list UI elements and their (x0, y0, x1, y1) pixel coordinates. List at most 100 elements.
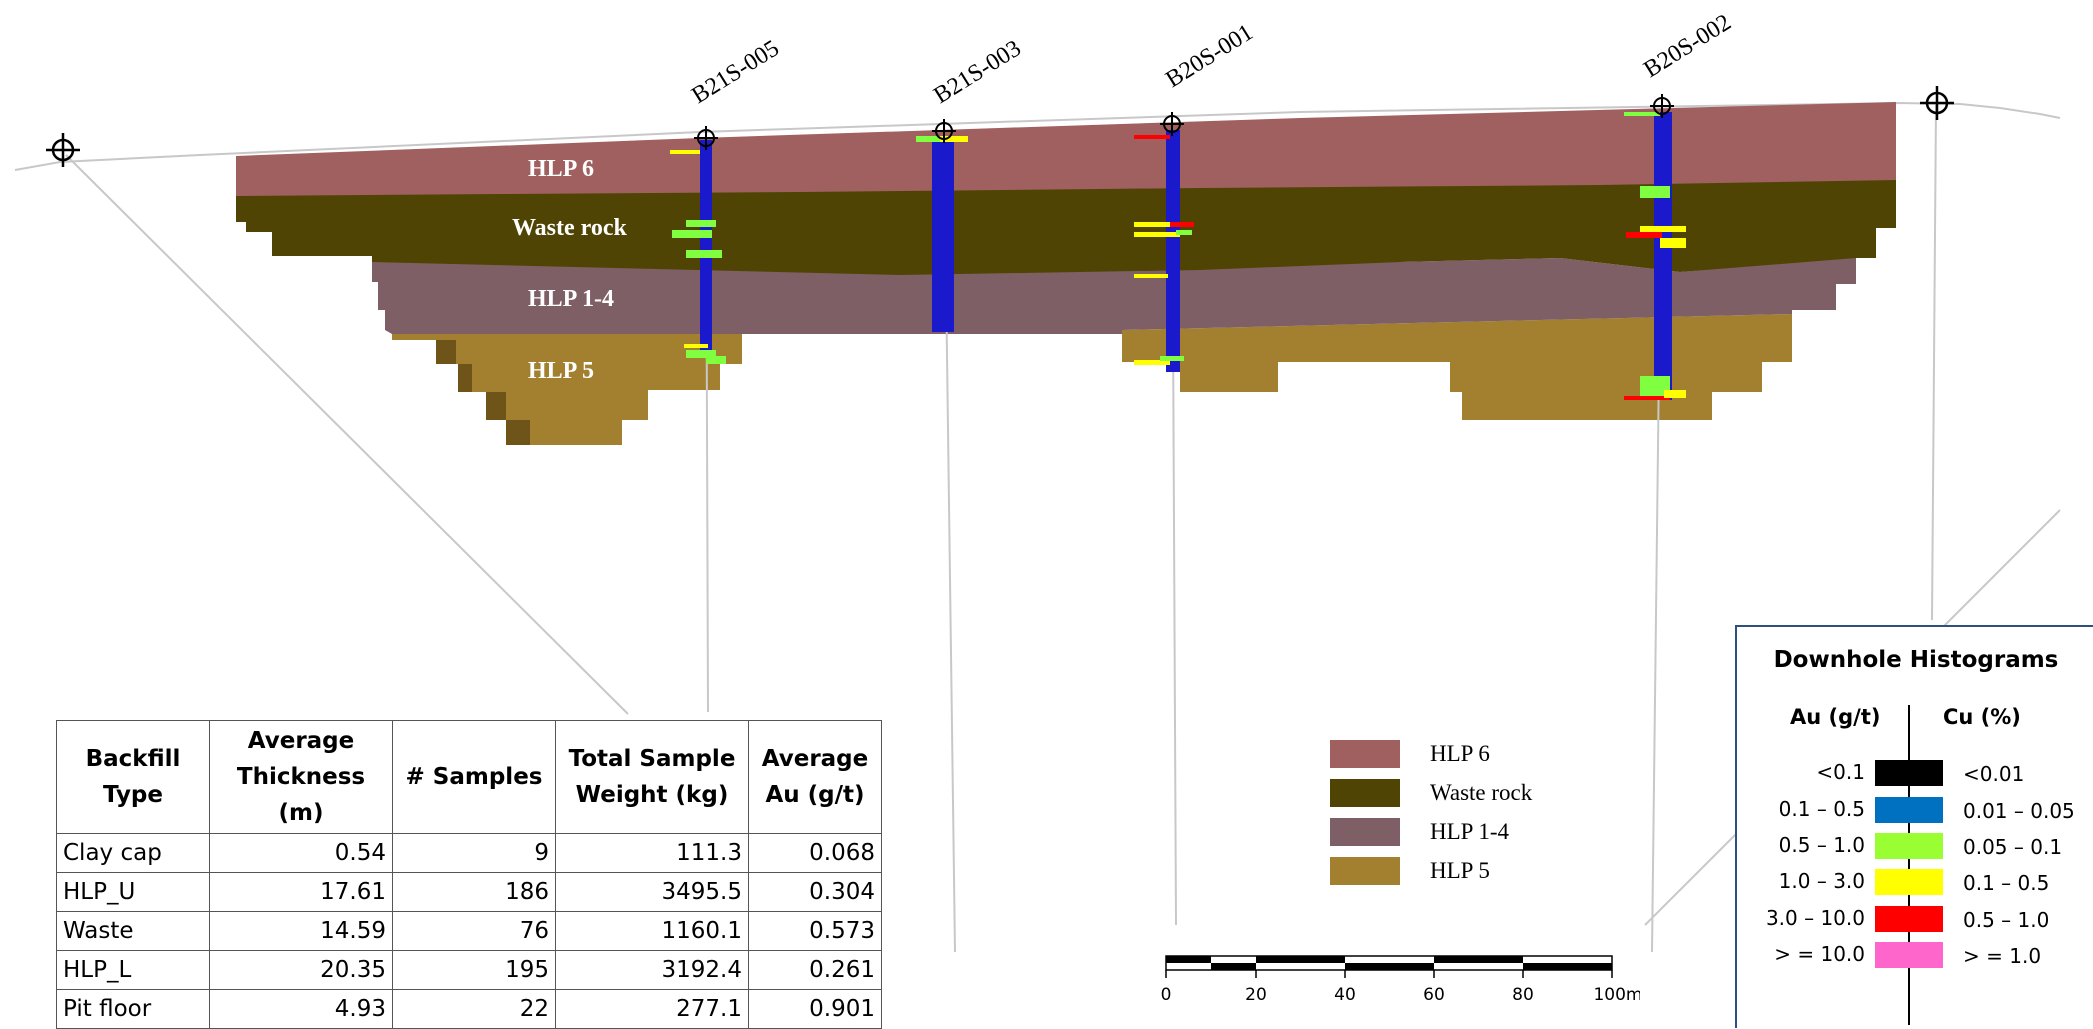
survey-marker-right (1920, 86, 1954, 120)
layer-legend: HLP 6 Waste rock HLP 1-4 HLP 5 (1330, 734, 1532, 890)
drillhole-label: B21S-003 (929, 35, 1025, 109)
downhole-histogram (1624, 112, 1686, 400)
drillhole-label: B21S-005 (687, 35, 783, 109)
table-cell: 3495.5 (555, 872, 749, 912)
scale-tick: 100m (1593, 985, 1640, 1005)
collar-marker (1650, 94, 1674, 118)
scale-tick: 60 (1423, 985, 1445, 1005)
layer-hlp5-right (1122, 314, 1792, 420)
au-range: 1.0 – 3.0 (1778, 869, 1865, 893)
histogram-axis (1908, 705, 1910, 1025)
legend-label: HLP 1-4 (1430, 818, 1510, 844)
histogram-class-row: <0.1 <0.01 (1737, 758, 2093, 788)
legend-swatch (1330, 739, 1400, 768)
legend-item: HLP 1-4 (1330, 812, 1532, 851)
table-cell: 0.304 (748, 872, 882, 912)
table-cell: 3192.4 (555, 950, 749, 990)
class-swatch (1875, 906, 1943, 932)
au-range: <0.1 (1816, 760, 1865, 784)
table-cell: 0.068 (748, 833, 882, 873)
histogram-class-row: 3.0 – 10.0 0.5 – 1.0 (1737, 904, 2093, 934)
table-cell: 277.1 (555, 989, 749, 1029)
histogram-legend: Downhole Histograms Au (g/t) Cu (%) <0.1… (1735, 625, 2093, 1028)
cu-range: <0.01 (1963, 762, 2025, 786)
drillhole-label: B20S-001 (1161, 19, 1257, 93)
table-row: Clay cap 0.54 9 111.3 0.068 (56, 833, 882, 873)
table-cell: Waste (56, 911, 210, 951)
cu-range: > = 1.0 (1963, 944, 2042, 968)
table-cell: 195 (392, 950, 556, 990)
class-swatch (1875, 797, 1943, 823)
scale-tick: 20 (1245, 985, 1267, 1005)
table-cell: 14.59 (209, 911, 393, 951)
class-swatch (1875, 833, 1943, 859)
layer-label-hlp6: HLP 6 (528, 156, 594, 182)
layer-hlp6 (236, 102, 1896, 196)
drillhole-label: B20S-002 (1639, 9, 1735, 83)
legend-swatch (1330, 817, 1400, 846)
au-range: 3.0 – 10.0 (1765, 906, 1865, 930)
table-cell: 9 (392, 833, 556, 873)
legend-label: Waste rock (1430, 779, 1533, 805)
legend-label: HLP 6 (1430, 740, 1490, 766)
histogram-class-row: 0.5 – 1.0 0.05 – 0.1 (1737, 831, 2093, 861)
layer-hlp5 (392, 330, 742, 445)
table-cell: 20.35 (209, 950, 393, 990)
table-cell: 0.54 (209, 833, 393, 873)
table-header: Total Sample Weight (kg) (555, 720, 749, 834)
layer-hlp5-shadow (436, 340, 530, 445)
histogram-class-row: 0.1 – 0.5 0.01 – 0.05 (1737, 795, 2093, 825)
section-line-right (1931, 104, 1937, 621)
table-cell: 186 (392, 872, 556, 912)
table-header-row: Backfill Type Average Thickness (m) # Sa… (56, 720, 882, 834)
collar-marker (1160, 112, 1184, 136)
table-cell: 17.61 (209, 872, 393, 912)
au-header: Au (g/t) (1790, 705, 1881, 729)
table-cell: 76 (392, 911, 556, 951)
class-swatch (1875, 760, 1943, 786)
backfill-summary-table: Backfill Type Average Thickness (m) # Sa… (56, 720, 882, 1029)
legend-item: Waste rock (1330, 773, 1532, 812)
table-cell: 1160.1 (555, 911, 749, 951)
table-cell: HLP_U (56, 872, 210, 912)
histogram-legend-title: Downhole Histograms (1773, 647, 2059, 673)
table-header: Average Au (g/t) (748, 720, 882, 834)
scale-bar: 0 20 40 60 80 100m (1161, 955, 1640, 1005)
table-header: Average Thickness (m) (209, 720, 393, 834)
table-row: HLP_U 17.61 186 3495.5 0.304 (56, 872, 882, 912)
collar-marker (932, 119, 956, 143)
layer-label-hlp14: HLP 1-4 (528, 286, 614, 312)
scale-tick: 80 (1512, 985, 1534, 1005)
legend-item: HLP 5 (1330, 851, 1532, 890)
au-range: 0.1 – 0.5 (1778, 797, 1865, 821)
pit-wall-left (65, 154, 629, 715)
class-swatch (1875, 869, 1943, 895)
legend-swatch (1330, 778, 1400, 807)
au-range: > = 10.0 (1774, 942, 1865, 966)
au-range: 0.5 – 1.0 (1778, 833, 1865, 857)
table-cell: 0.573 (748, 911, 882, 951)
layer-label-waste: Waste rock (512, 215, 628, 241)
topography-line (14, 101, 2061, 171)
table-row: HLP_L 20.35 195 3192.4 0.261 (56, 950, 882, 990)
table-cell: 22 (392, 989, 556, 1029)
cu-range: 0.5 – 1.0 (1963, 908, 2050, 932)
cu-header: Cu (%) (1943, 705, 2021, 729)
scale-tick: 40 (1334, 985, 1356, 1005)
legend-item: HLP 6 (1330, 734, 1532, 773)
table-cell: Clay cap (56, 833, 210, 873)
survey-marker-left (46, 133, 80, 167)
layer-label-hlp5: HLP 5 (528, 358, 594, 384)
table-cell: 0.261 (748, 950, 882, 990)
class-swatch (1875, 942, 1943, 968)
legend-swatch (1330, 856, 1400, 885)
downhole-histogram (670, 140, 726, 364)
cu-range: 0.1 – 0.5 (1963, 871, 2050, 895)
table-cell: HLP_L (56, 950, 210, 990)
histogram-class-row: > = 10.0 > = 1.0 (1737, 940, 2093, 970)
histogram-class-row: 1.0 – 3.0 0.1 – 0.5 (1737, 867, 2093, 897)
table-cell: 0.901 (748, 989, 882, 1029)
table-row: Pit floor 4.93 22 277.1 0.901 (56, 989, 882, 1029)
layer-waste (236, 178, 1896, 275)
